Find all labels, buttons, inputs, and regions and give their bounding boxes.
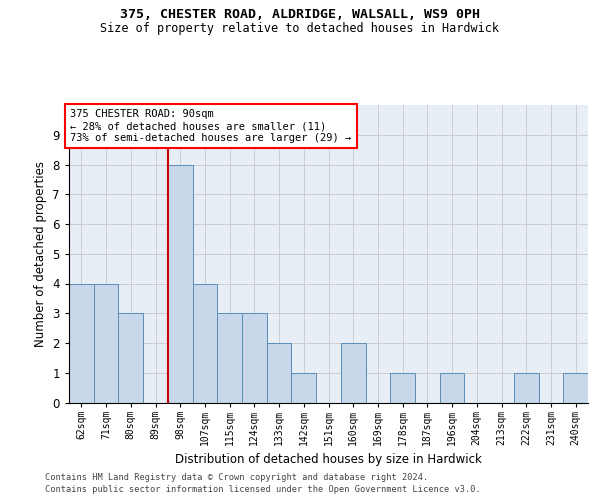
- Bar: [69, 284, 94, 403]
- Bar: [292, 373, 316, 402]
- Bar: [193, 284, 217, 403]
- Bar: [242, 313, 267, 402]
- Bar: [563, 373, 588, 402]
- Text: 375, CHESTER ROAD, ALDRIDGE, WALSALL, WS9 0PH: 375, CHESTER ROAD, ALDRIDGE, WALSALL, WS…: [120, 8, 480, 20]
- Bar: [341, 343, 365, 402]
- Text: Contains HM Land Registry data © Crown copyright and database right 2024.: Contains HM Land Registry data © Crown c…: [45, 472, 428, 482]
- Bar: [118, 313, 143, 402]
- Bar: [217, 313, 242, 402]
- Text: 375 CHESTER ROAD: 90sqm
← 28% of detached houses are smaller (11)
73% of semi-de: 375 CHESTER ROAD: 90sqm ← 28% of detache…: [70, 110, 352, 142]
- Bar: [267, 343, 292, 402]
- Bar: [514, 373, 539, 402]
- Y-axis label: Number of detached properties: Number of detached properties: [34, 161, 47, 347]
- Text: Contains public sector information licensed under the Open Government Licence v3: Contains public sector information licen…: [45, 485, 481, 494]
- Bar: [390, 373, 415, 402]
- Bar: [168, 164, 193, 402]
- X-axis label: Distribution of detached houses by size in Hardwick: Distribution of detached houses by size …: [175, 453, 482, 466]
- Text: Size of property relative to detached houses in Hardwick: Size of property relative to detached ho…: [101, 22, 499, 35]
- Bar: [94, 284, 118, 403]
- Bar: [440, 373, 464, 402]
